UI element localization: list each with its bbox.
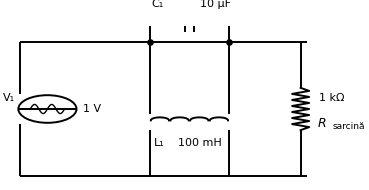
Text: 1 V: 1 V bbox=[83, 104, 101, 114]
Text: 1 kΩ: 1 kΩ bbox=[320, 93, 345, 103]
Text: L₁: L₁ bbox=[154, 138, 164, 148]
Text: sarcină: sarcină bbox=[332, 122, 365, 131]
Text: V₁: V₁ bbox=[3, 93, 15, 103]
Text: C₁: C₁ bbox=[152, 0, 164, 9]
Text: R: R bbox=[318, 117, 326, 130]
Text: 10 μF: 10 μF bbox=[200, 0, 231, 9]
Text: 100 mH: 100 mH bbox=[177, 138, 221, 148]
